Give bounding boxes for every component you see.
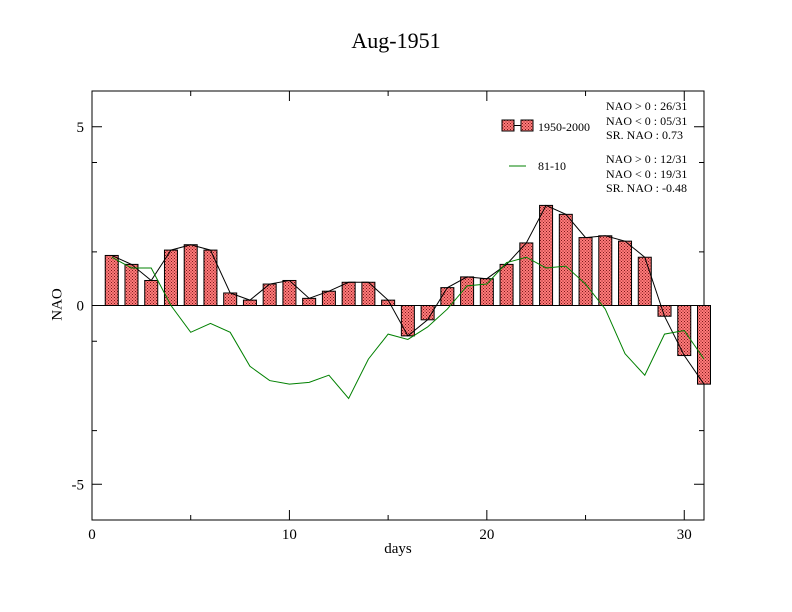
bar-day-23 bbox=[539, 204, 554, 306]
bar-day-25 bbox=[578, 237, 593, 306]
bar-day-13 bbox=[341, 281, 356, 307]
legend-label-81-10: 81-10 bbox=[538, 159, 566, 173]
bar-day-28 bbox=[637, 256, 652, 306]
y-tick-label: 5 bbox=[77, 120, 85, 136]
x-tick-label: 10 bbox=[282, 527, 297, 543]
x-tick-label: 0 bbox=[88, 527, 96, 543]
bar-series bbox=[104, 204, 711, 385]
bar-day-2 bbox=[124, 263, 139, 307]
bar-day-29 bbox=[657, 305, 672, 317]
bar-day-11 bbox=[302, 297, 317, 307]
legend bbox=[501, 119, 534, 167]
stats-group-1: NAO > 0 : 26/31 NAO < 0 : 05/31 SR. NAO … bbox=[606, 99, 687, 143]
bar-day-8 bbox=[242, 299, 257, 307]
legend-label-1950-2000: 1950-2000 bbox=[538, 120, 590, 134]
bar-day-22 bbox=[519, 242, 534, 306]
stat-nao-neg-1: NAO < 0 : 05/31 bbox=[606, 113, 688, 128]
line-series bbox=[111, 204, 705, 400]
bar-day-1 bbox=[104, 254, 119, 306]
y-tick-label: -5 bbox=[72, 477, 85, 493]
bar-day-5 bbox=[183, 244, 198, 307]
x-axis-label: days bbox=[384, 541, 412, 557]
x-tick-label: 30 bbox=[677, 527, 692, 543]
chart-title: Aug-1951 bbox=[351, 28, 441, 53]
bar-day-16 bbox=[400, 305, 415, 337]
legend-swatch-bar-b bbox=[520, 119, 534, 132]
bar-day-31 bbox=[697, 305, 711, 385]
bar-day-24 bbox=[558, 213, 573, 306]
stat-nao-pos-2: NAO > 0 : 12/31 bbox=[606, 152, 688, 166]
bar-day-3 bbox=[144, 279, 159, 307]
legend-swatch-bar-a bbox=[501, 119, 515, 132]
series-1950-2000-line bbox=[111, 204, 705, 385]
stats-group-2: NAO > 0 : 12/31 NAO < 0 : 19/31 SR. NAO … bbox=[606, 152, 687, 196]
bar-day-18 bbox=[440, 287, 455, 306]
y-axis-label: NAO bbox=[49, 288, 66, 321]
x-tick-label: 20 bbox=[479, 527, 494, 543]
bar-day-6 bbox=[203, 249, 218, 306]
series-81-10-line bbox=[111, 256, 705, 400]
bar-day-27 bbox=[618, 240, 633, 306]
stat-sr-nao-1: SR. NAO : 0.73 bbox=[606, 128, 684, 142]
bar-day-26 bbox=[598, 235, 613, 307]
stat-sr-nao-2: SR. NAO : -0.48 bbox=[606, 181, 688, 195]
bar-day-20 bbox=[479, 278, 494, 306]
stat-nao-neg-2: NAO < 0 : 19/31 bbox=[606, 166, 688, 181]
stat-nao-pos-1: NAO > 0 : 26/31 bbox=[606, 99, 688, 113]
y-tick-label: 0 bbox=[77, 299, 85, 315]
bar-day-21 bbox=[499, 263, 514, 307]
